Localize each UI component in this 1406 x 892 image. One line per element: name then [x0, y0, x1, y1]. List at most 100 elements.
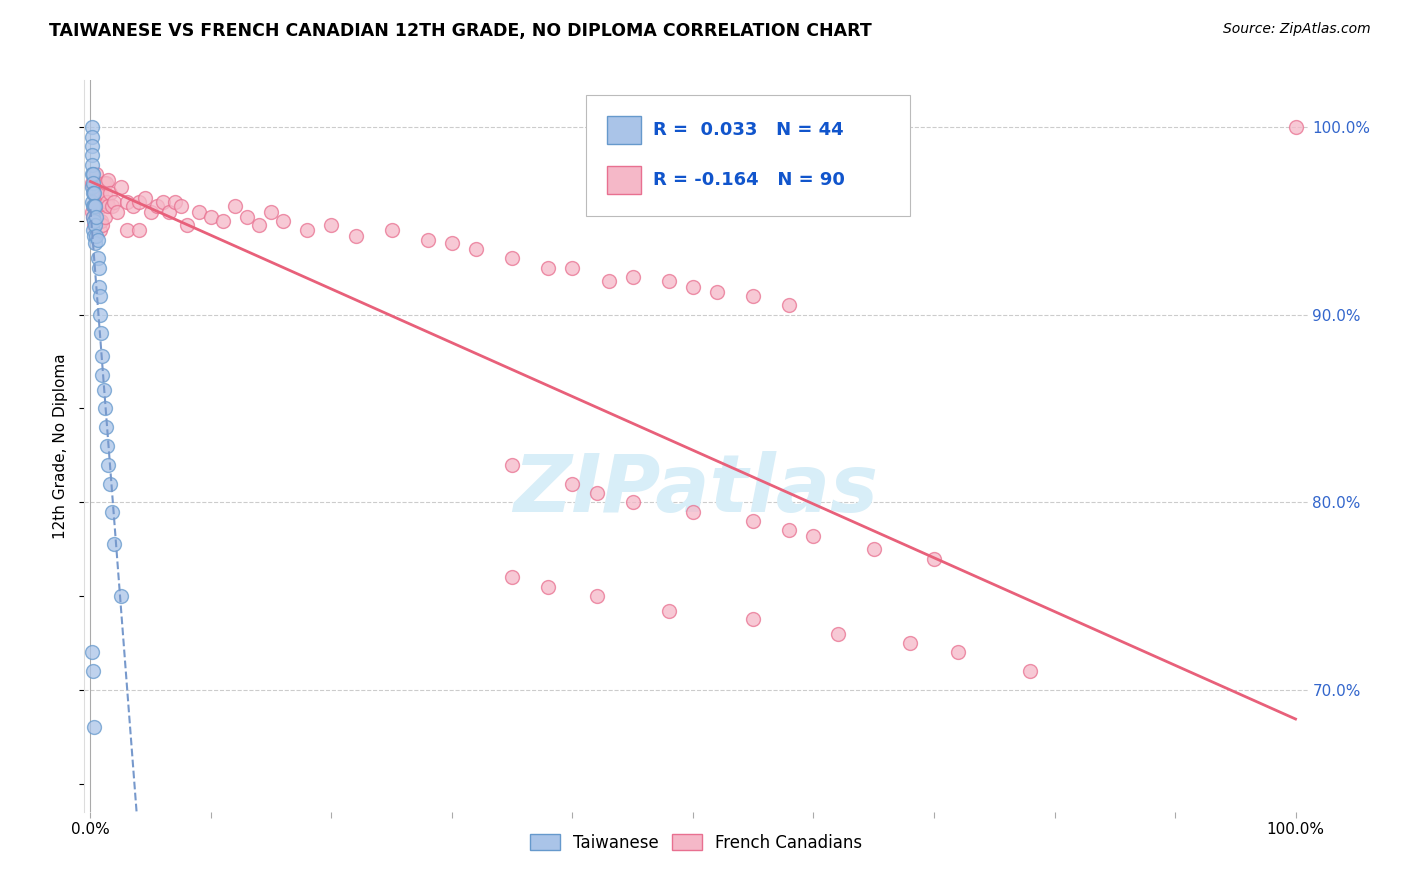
- Point: [96, 195, 118, 210]
- Point: [803, 529, 825, 543]
- Point: [501, 458, 523, 472]
- Point: [139, 204, 162, 219]
- Point: [121, 199, 143, 213]
- Text: Source: ZipAtlas.com: Source: ZipAtlas.com: [1223, 22, 1371, 37]
- Point: [105, 204, 128, 219]
- Point: [96, 439, 118, 453]
- Point: [946, 645, 969, 659]
- Point: [86, 214, 108, 228]
- Point: [170, 199, 193, 213]
- Point: [134, 191, 156, 205]
- Point: [598, 274, 620, 288]
- Point: [80, 158, 103, 172]
- Point: [97, 172, 120, 186]
- Point: [86, 191, 108, 205]
- Point: [682, 279, 704, 293]
- Point: [82, 180, 104, 194]
- Point: [80, 148, 103, 162]
- Point: [89, 223, 111, 237]
- Point: [83, 229, 105, 244]
- Point: [83, 186, 105, 200]
- Point: [82, 177, 104, 191]
- Point: [561, 260, 583, 275]
- Text: R = -0.164   N = 90: R = -0.164 N = 90: [654, 170, 845, 189]
- Point: [176, 218, 198, 232]
- Point: [93, 177, 115, 191]
- Point: [537, 580, 560, 594]
- Point: [83, 720, 105, 734]
- Point: [1284, 120, 1306, 135]
- Point: [80, 167, 103, 181]
- Point: [86, 233, 108, 247]
- Point: [89, 195, 111, 210]
- Point: [778, 298, 800, 312]
- Point: [84, 177, 107, 191]
- Point: [501, 252, 523, 266]
- Point: [157, 204, 180, 219]
- Point: [658, 274, 681, 288]
- Point: [115, 223, 138, 237]
- Point: [128, 195, 150, 210]
- Point: [82, 210, 104, 224]
- Point: [94, 420, 117, 434]
- Point: [89, 308, 111, 322]
- Point: [82, 186, 104, 200]
- Point: [94, 210, 117, 224]
- Point: [86, 252, 108, 266]
- Point: [682, 505, 704, 519]
- Bar: [606, 116, 641, 144]
- Point: [86, 210, 108, 224]
- Point: [87, 214, 110, 228]
- Point: [260, 204, 283, 219]
- Point: [101, 199, 124, 213]
- Point: [128, 223, 150, 237]
- Point: [1019, 664, 1042, 678]
- Point: [84, 199, 107, 213]
- Point: [86, 191, 108, 205]
- Point: [83, 199, 105, 213]
- Point: [86, 229, 108, 244]
- Point: [212, 214, 235, 228]
- Point: [115, 195, 138, 210]
- Point: [80, 195, 103, 210]
- Point: [827, 626, 849, 640]
- Point: [381, 223, 404, 237]
- Point: [110, 180, 132, 194]
- Point: [80, 204, 103, 219]
- Point: [83, 218, 105, 232]
- Point: [742, 514, 765, 528]
- Point: [86, 167, 108, 181]
- Point: [83, 214, 105, 228]
- Point: [501, 570, 523, 584]
- Text: ZIPatlas: ZIPatlas: [513, 450, 879, 529]
- Point: [89, 289, 111, 303]
- Point: [80, 120, 103, 135]
- Point: [84, 199, 107, 213]
- Point: [91, 218, 114, 232]
- Point: [742, 289, 765, 303]
- Point: [93, 383, 115, 397]
- Point: [561, 476, 583, 491]
- Point: [621, 495, 644, 509]
- Point: [80, 645, 103, 659]
- Point: [778, 524, 800, 538]
- Point: [80, 139, 103, 153]
- Point: [82, 167, 104, 181]
- Point: [862, 542, 884, 557]
- Point: [585, 589, 607, 603]
- Point: [103, 195, 125, 210]
- Point: [87, 260, 110, 275]
- Point: [80, 129, 103, 144]
- Point: [145, 199, 167, 213]
- Point: [236, 210, 259, 224]
- Point: [84, 218, 107, 232]
- Point: [247, 218, 270, 232]
- Point: [742, 611, 765, 625]
- Point: [90, 186, 112, 200]
- Point: [80, 180, 103, 194]
- Point: [585, 486, 607, 500]
- Point: [91, 349, 114, 363]
- Point: [465, 242, 488, 256]
- Point: [922, 551, 945, 566]
- Y-axis label: 12th Grade, No Diploma: 12th Grade, No Diploma: [53, 353, 69, 539]
